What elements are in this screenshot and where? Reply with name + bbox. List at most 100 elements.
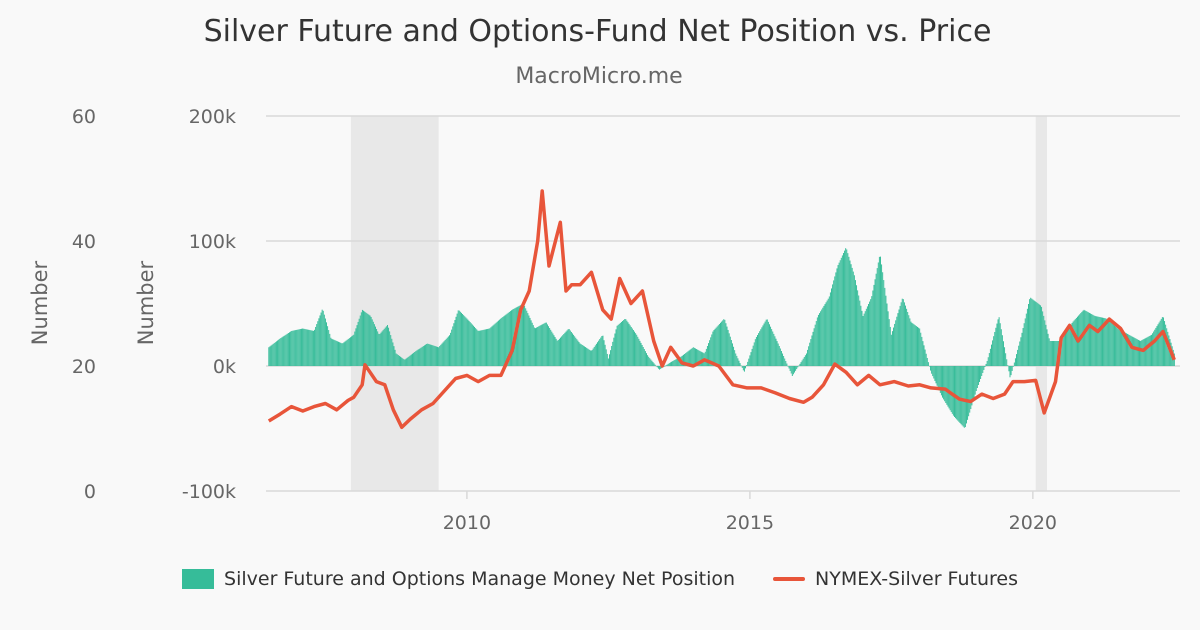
net-position-bar (520, 304, 522, 366)
net-position-bar (926, 357, 928, 366)
net-position-bar (397, 355, 399, 366)
net-position-bar (382, 330, 384, 366)
shaded-period-1 (1035, 116, 1048, 491)
net-position-bar (724, 319, 726, 366)
net-position-bar (648, 356, 650, 366)
net-position-bar (344, 341, 346, 366)
net-position-bar (479, 330, 481, 366)
net-position-bar (1159, 320, 1161, 366)
net-position-bar (474, 326, 476, 366)
net-position-bar (710, 337, 712, 366)
net-position-bar (676, 358, 678, 366)
net-position-bar (858, 295, 860, 366)
net-position-bar (1129, 335, 1131, 366)
net-position-bar (487, 328, 489, 366)
net-position-bar (481, 330, 483, 366)
net-position-bar (852, 271, 854, 366)
net-position-bar (1066, 331, 1068, 366)
net-position-bar (585, 347, 587, 366)
net-position-bar (404, 359, 406, 366)
net-position-bar (271, 344, 273, 366)
net-position-bar (367, 313, 369, 366)
net-position-bar (738, 360, 740, 366)
net-position-bar (346, 339, 348, 366)
net-position-bar (740, 365, 742, 367)
net-position-bar (599, 339, 601, 366)
net-position-bar (894, 323, 896, 366)
net-position-bar (401, 357, 403, 366)
net-position-bar (699, 350, 701, 366)
net-position-bar (749, 355, 751, 366)
net-position-bar (1001, 335, 1003, 366)
net-position-bar (442, 342, 444, 366)
net-position-bar (1092, 314, 1094, 366)
net-position-bar (1011, 366, 1013, 371)
net-position-bar (885, 295, 887, 366)
net-position-bar (927, 362, 929, 366)
net-position-bar (441, 343, 443, 366)
net-position-bar (389, 331, 391, 366)
net-position-bar (954, 366, 955, 417)
net-position-bar (721, 321, 723, 366)
net-position-bar (987, 357, 989, 366)
net-position-bar (686, 352, 688, 366)
net-position-bar (698, 350, 700, 366)
net-position-bar (452, 326, 454, 366)
net-position-bar (964, 366, 966, 428)
net-position-bar (268, 347, 270, 366)
net-position-bar (464, 316, 466, 366)
net-position-bar (600, 337, 602, 366)
net-position-bar (812, 331, 814, 366)
legend-item-net-position[interactable]: Silver Future and Options Manage Money N… (182, 568, 735, 590)
net-position-bar (783, 356, 785, 366)
net-position-bar (1004, 347, 1006, 366)
net-position-bar (1135, 338, 1137, 366)
net-position-bar (326, 322, 328, 366)
net-position-bar (928, 366, 930, 367)
net-position-bar (666, 364, 668, 366)
net-position-bar (914, 325, 916, 366)
outer-axis-tick-label: 0 (84, 481, 96, 503)
net-position-bar (1125, 333, 1127, 366)
net-position-bar (788, 366, 790, 369)
net-position-bar (1009, 366, 1011, 378)
net-position-bar (333, 339, 335, 366)
net-position-bar (524, 305, 526, 366)
net-position-bar (1013, 362, 1015, 366)
net-position-bar (508, 311, 510, 366)
net-position-bar (829, 292, 831, 366)
net-position-bar (604, 344, 606, 366)
net-position-bar (287, 333, 289, 366)
net-position-bar (1005, 353, 1007, 366)
net-position-bar (392, 342, 394, 366)
net-position-bar (339, 342, 341, 366)
net-position-bar (971, 366, 973, 406)
net-position-bar (455, 316, 457, 366)
net-position-bar (1030, 297, 1032, 366)
net-position-bar (496, 321, 498, 366)
net-position-bar (801, 360, 803, 366)
net-position-bar (420, 347, 422, 366)
net-position-bar (501, 317, 503, 366)
net-position-bar (1105, 318, 1107, 366)
net-position-bar (590, 350, 592, 366)
net-position-bar (625, 319, 627, 366)
net-position-bar (337, 341, 339, 366)
net-position-bar (1142, 339, 1144, 366)
net-position-bar (1070, 324, 1072, 366)
net-position-bar (647, 355, 649, 366)
net-position-bar (540, 325, 542, 366)
net-position-bar (1104, 318, 1106, 366)
net-position-bar (809, 342, 811, 366)
net-position-bar (315, 326, 317, 366)
net-position-bar (393, 346, 395, 366)
net-position-bar (877, 262, 879, 366)
net-position-bar (463, 315, 465, 366)
x-tick-label: 2010 (443, 512, 491, 534)
net-position-bar (687, 351, 689, 366)
net-position-bar (1095, 316, 1097, 366)
legend-item-silver-futures[interactable]: NYMEX-Silver Futures (773, 568, 1018, 590)
net-position-bar (1155, 327, 1157, 366)
outer-axis-tick-label: 20 (72, 356, 96, 378)
net-position-bar (934, 366, 936, 381)
